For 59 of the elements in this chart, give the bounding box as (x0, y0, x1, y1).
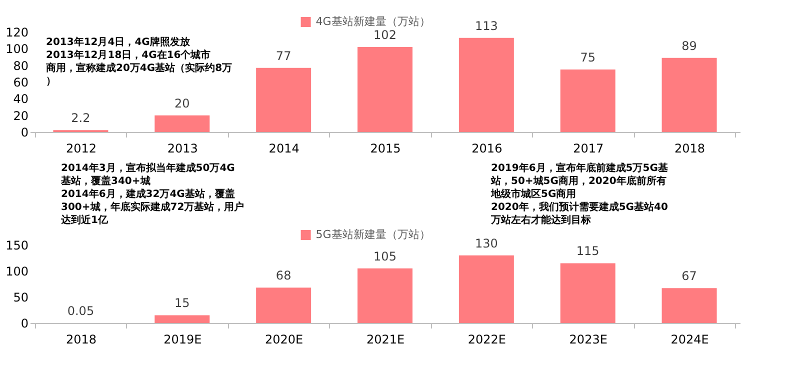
y-tick-label: 100 (6, 42, 28, 56)
x-tick-label: 2023E (569, 332, 608, 346)
y-tick-label: 150 (6, 238, 28, 252)
data-label: 0.05 (67, 304, 94, 318)
x-tick-label: 2016 (472, 142, 502, 156)
x-tick-label: 2018 (674, 142, 706, 156)
x-tick-label: 2018 (66, 332, 96, 346)
y-tick-label: 0 (20, 126, 28, 140)
y-tick-label: 80 (13, 58, 28, 73)
data-label: 68 (276, 268, 292, 283)
data-label: 2.2 (71, 111, 90, 126)
annotation: 2013年12月4日，4G牌照发放 (46, 36, 191, 48)
data-label: 105 (374, 249, 396, 264)
legend-label: 5G基站新建量（万站） (316, 228, 430, 241)
bar (358, 47, 412, 132)
data-label: 115 (576, 244, 600, 258)
bar (662, 58, 717, 132)
x-tick-label: 2015 (370, 142, 401, 156)
x-tick-label: 2021E (366, 332, 405, 346)
y-tick-label: 0 (20, 316, 28, 330)
y-tick-label: 100 (6, 264, 28, 278)
y-tick-label: 60 (13, 76, 28, 90)
x-tick-label: 2012 (66, 142, 96, 156)
x-tick-label: 2022E (468, 332, 506, 346)
text: 2014年3月，宣布拟当年建成50万4G基站，覆盖340+城 (60, 162, 235, 187)
data-label: 113 (474, 18, 498, 33)
bar (560, 70, 616, 132)
data-label: 102 (374, 28, 396, 42)
x-tick-label: 2017 (573, 142, 604, 156)
x-tick-label: 2014 (268, 142, 300, 156)
bar (256, 68, 312, 132)
y-tick-label: 20 (13, 108, 28, 123)
y-tick-label: 50 (13, 290, 28, 304)
text: 2019年6月，宣布年底前建成5万5G基站，50+城5G商用，2020年底前所有地级市城区5G商用 (490, 162, 668, 200)
data-label: 75 (580, 50, 596, 64)
text: 2014年6月，建成32万4G基站，覆盖300+城，年底实际建成72万基站，用户达到近1亿 (60, 188, 244, 226)
bar (662, 288, 717, 323)
bar (154, 315, 210, 323)
x-tick-label: 2019E (164, 332, 202, 346)
y-tick-label: 40 (13, 92, 28, 106)
legend-label: 4G基站新建量（万站） (316, 15, 430, 28)
x-tick-label: 2020E (265, 332, 304, 346)
data-label: 67 (682, 269, 697, 284)
bar (256, 288, 312, 323)
data-label: 77 (276, 48, 292, 63)
data-label: 15 (174, 296, 190, 310)
y-tick-label: 120 (6, 26, 28, 40)
data-label: 130 (474, 236, 498, 250)
x-tick-label: 2024E (670, 332, 709, 346)
bar (154, 115, 210, 132)
data-label: 89 (682, 38, 697, 53)
bar (358, 268, 412, 323)
text: 2020年，我们预计需要建成5G基站40万站左右才能达到目标 (490, 201, 668, 226)
annotation: 2013年12月18日，4G在16个城市商用，宣称建成20万4G基站（实际约8万） (45, 49, 232, 87)
bar (458, 255, 514, 323)
bar (560, 263, 616, 323)
data-label: 20 (174, 96, 190, 110)
bar (458, 38, 514, 132)
x-tick-label: 2013 (167, 142, 198, 156)
